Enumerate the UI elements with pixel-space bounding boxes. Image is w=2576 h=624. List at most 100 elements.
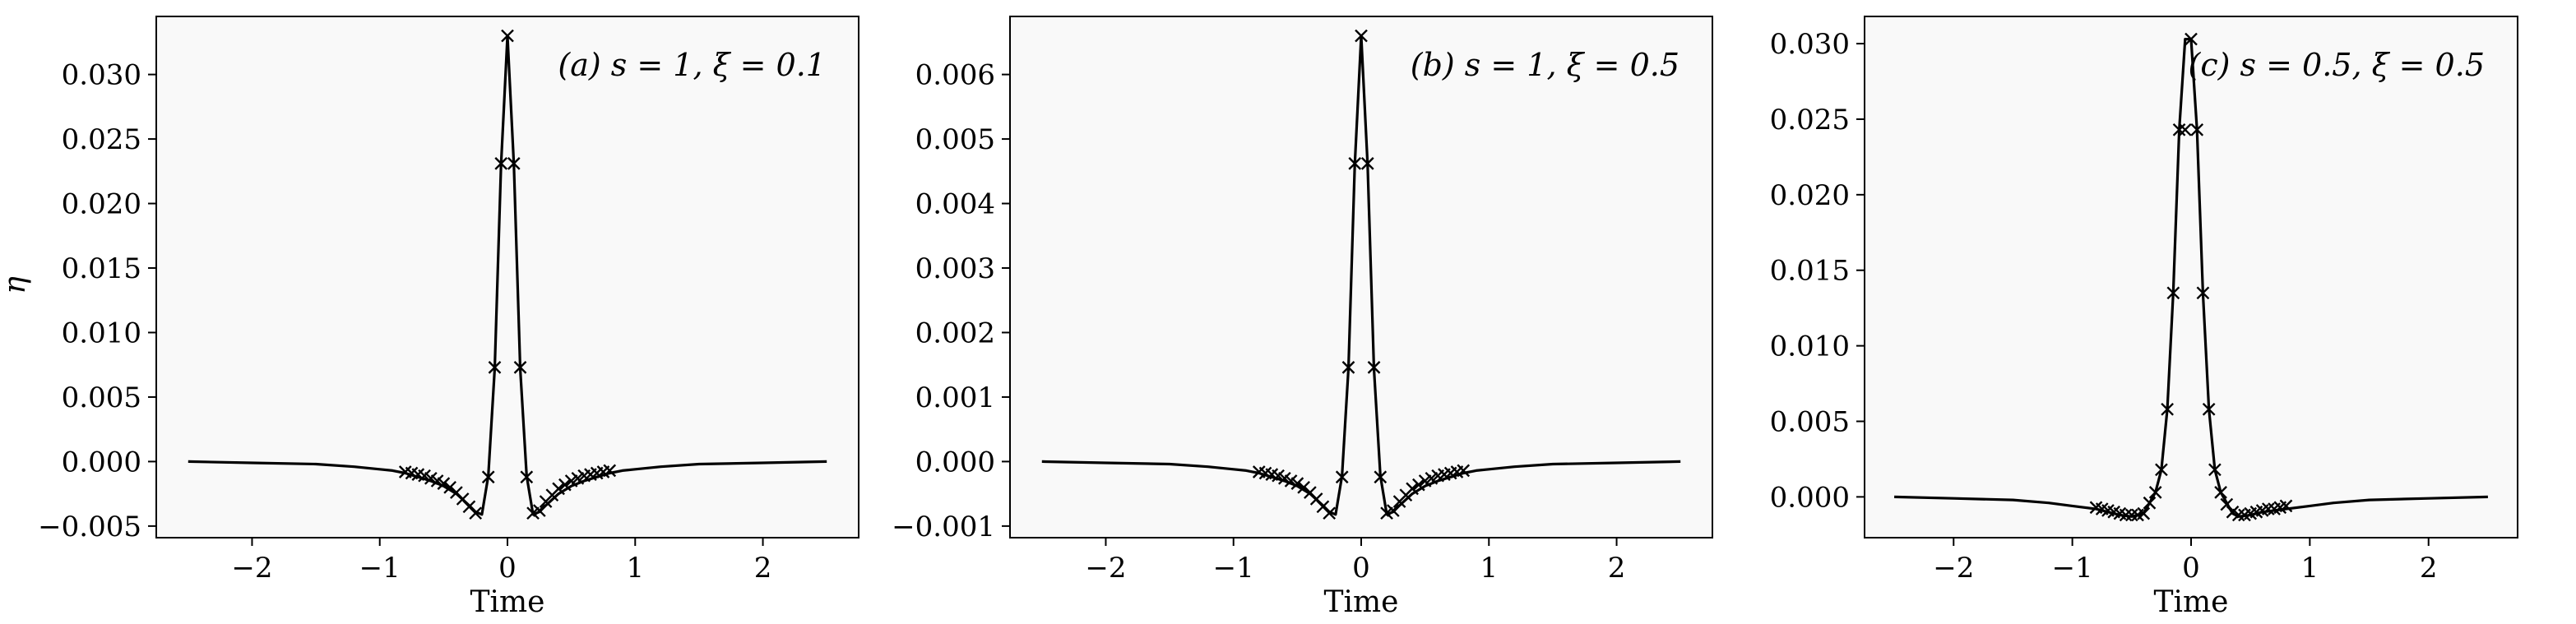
panel-b-x-marker [1360,157,1374,170]
panel-a-x-tick-label: −2 [231,552,272,585]
panel-c-x-marker [2172,122,2186,136]
panel-a-y-tick-label: 0.020 [62,188,141,221]
panel-c: 0.000 0.005 0.010 0.015 0.020 0.025 0.030 −2 −1 0… [1770,16,2518,619]
panel-b-y-tick-label: 0.006 [915,59,995,92]
panel-b-y-tick-label: 0.005 [915,123,995,156]
panel-b-x-tick-label: −2 [1085,552,1126,585]
panel-b-x-axis-label: Time [1324,585,1399,619]
panel-a-y-tick-label: 0.010 [62,317,141,349]
panel-b-y-tick-label: 0.000 [915,446,995,478]
panel-a-y-tick-label: 0.005 [62,381,141,414]
panel-c-x-axis-label: Time [2154,585,2229,619]
panel-c-x-marker [2119,508,2133,522]
panel-a-x-tick-label: 2 [754,552,772,585]
panel-b-x-marker [1355,29,1368,43]
panel-a-x-marker [513,361,527,374]
panel-a-x-marker [558,478,572,492]
panel-b-x-marker [1386,504,1400,517]
panel-b-x-marker [1341,361,1355,374]
panel-c-y-tick-label: 0.000 [1770,481,1850,514]
panel-c-x-marker [2161,402,2174,416]
panel-b-y-tick-label: 0.004 [915,188,995,221]
panel-b-x-marker [1406,482,1419,496]
panel-c-x-tick-label: 0 [2182,552,2200,585]
panel-c-x-marker [2190,122,2204,136]
panel-c-frame [1864,16,2518,538]
panel-a-x-marker [437,477,451,490]
panel-a-frame [155,16,859,538]
panel-a-y-tick-label: 0.025 [62,123,141,156]
panel-a-annotation: (a) s = 1, ξ = 0.1 [558,47,826,83]
panel-c-x-marker [2155,463,2168,477]
panel-b-x-tick-label: 1 [1480,552,1498,585]
panel-a-y-tick-label: 0.030 [62,59,141,92]
panel-b-annotation: (b) s = 1, ξ = 0.5 [1411,47,1679,83]
panel-c-y-tick-label: 0.010 [1770,330,1850,363]
panel-c-x-marker [2279,499,2293,513]
panel-a-x-marker [488,361,502,374]
panel-b-x-marker [1348,157,1362,170]
panel-b-frame [1009,16,1713,538]
panel-b-y-tick-label: 0.003 [915,252,995,285]
panel-c-x-marker [2214,486,2227,499]
panel-b: −0.001 0.000 0.001 0.002 0.003 0.004 0.005 0.00… [892,16,1713,619]
panel-c-y-tick-label: 0.030 [1770,28,1850,61]
panel-a-x-tick-label: 0 [498,552,517,585]
panel-c-x-tick-label: −1 [2052,552,2093,585]
panel-b-y-tick-label: 0.001 [915,381,995,414]
panel-a-x-marker [469,506,483,520]
panel-a-x-axis-label: Time [470,585,545,619]
panel-b-x-marker [1412,478,1425,492]
panel-a-x-tick-label: 1 [626,552,644,585]
panel-c-x-marker [2202,402,2216,416]
panel-c-x-marker [2231,508,2245,522]
panel-a-x-marker [481,470,495,484]
panel-a-x-tick-label: −1 [359,552,401,585]
panel-b-x-tick-label: −1 [1213,552,1254,585]
panel-c-x-marker [2261,502,2275,515]
panel-b-y-tick-label: 0.002 [915,317,995,349]
panel-c-plot-area [1865,16,2518,538]
panel-b-x-marker [1323,506,1337,520]
panel-b-x-marker [1367,361,1381,374]
panel-c-x-marker [2143,496,2157,510]
panel-a-y-tick-label: 0.015 [62,252,141,285]
panel-a-plot-area [156,16,859,538]
panel-c-y-tick-label: 0.025 [1770,104,1850,136]
panel-c-y-tick-label: 0.015 [1770,255,1850,288]
panel-b-x-tick-label: 0 [1352,552,1370,585]
panel-c-x-marker [2148,486,2162,499]
panel-b-x-marker [1457,464,1471,478]
panel-a-x-marker [603,464,617,478]
panel-c-x-marker [2178,122,2192,136]
panel-c-x-marker [2166,286,2180,300]
panel-c-annotation: (c) s = 0.5, ξ = 0.5 [2189,47,2485,83]
panel-a-x-marker [507,157,521,170]
panel-b-x-marker [1335,470,1349,484]
panel-c-x-tick-label: −2 [1933,552,1974,585]
panel-a-x-marker [520,470,534,484]
panel-b-y-tick-label: −0.001 [892,511,995,543]
panel-a-y-tick-label: −0.005 [38,511,141,543]
panel-c-x-marker [2220,497,2234,511]
panel-a-y-axis-label: η [0,276,32,294]
panel-a-y-tick-label: 0.000 [62,446,141,478]
panel-c-x-marker [2124,508,2138,522]
panel-c-x-marker [2137,506,2151,520]
panel-b-x-tick-label: 2 [1608,552,1626,585]
panel-c-y-tick-label: 0.020 [1770,179,1850,212]
panel-b-x-marker [1290,477,1304,490]
panel-b-plot-area [1010,16,1712,538]
panel-c-x-marker [2185,32,2198,46]
panel-a-x-marker [532,504,546,517]
panel-c-x-marker [2208,463,2222,477]
panel-c-y-tick-label: 0.005 [1770,405,1850,438]
panel-a-x-marker [494,157,508,170]
panel-b-x-marker [1374,470,1388,484]
panel-c-x-tick-label: 1 [2301,552,2319,585]
panel-c-x-tick-label: 2 [2420,552,2438,585]
panel-a: −0.005 0.000 0.005 0.010 0.015 0.020 0.025 0.03… [0,16,859,619]
panel-a-x-marker [501,29,514,43]
panel-c-x-marker [2196,286,2210,300]
